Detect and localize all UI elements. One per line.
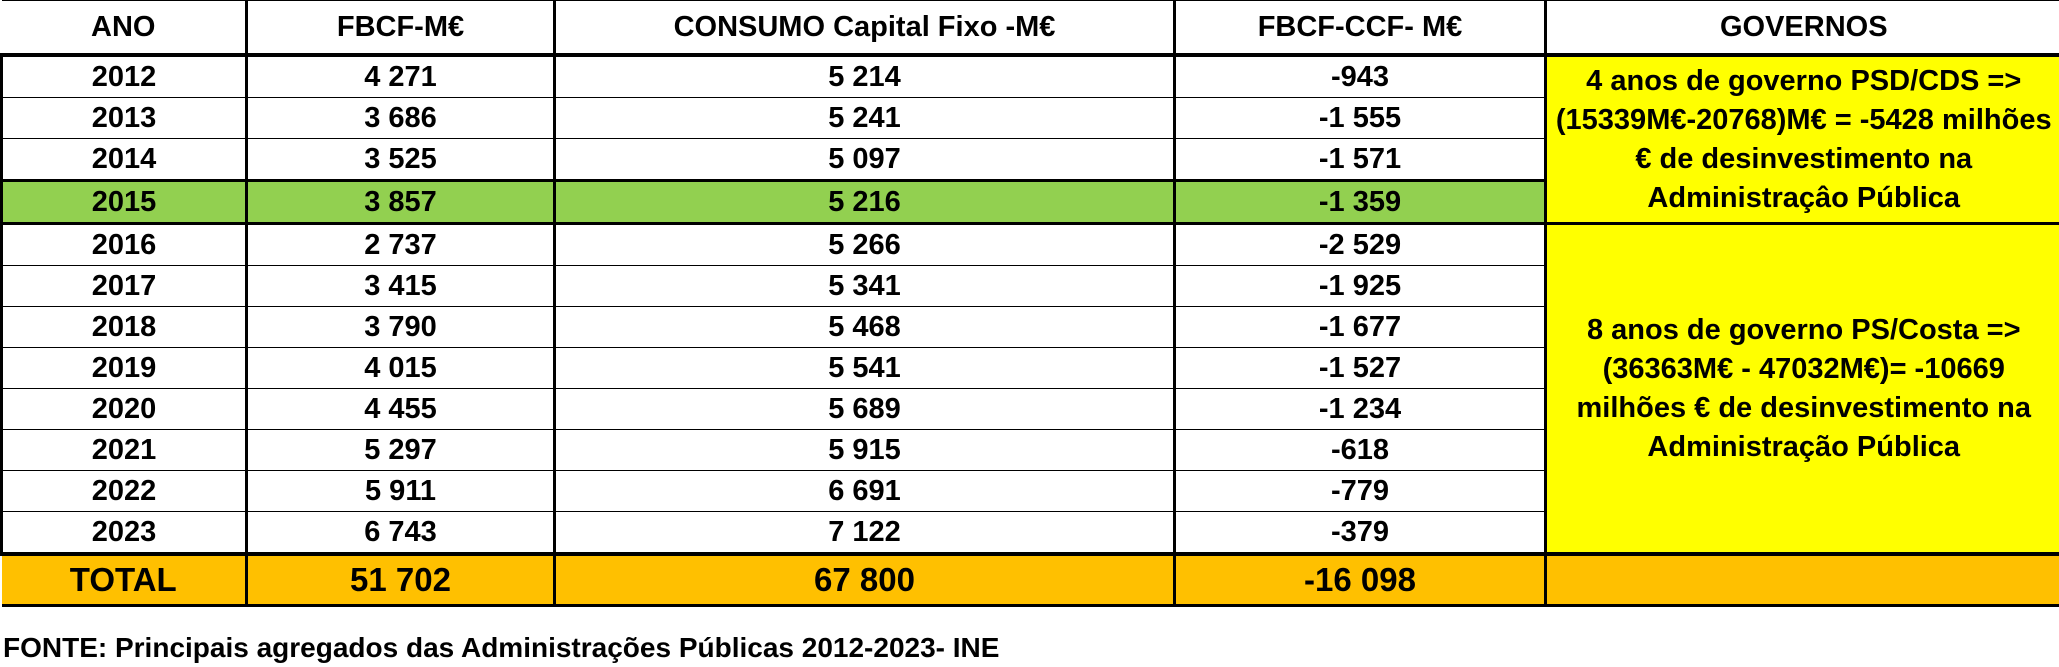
cell-consumo: 5 241 [553,97,1176,139]
cell-consumo: 5 266 [553,222,1176,266]
table-row: 2017 3 415 5 341 -1 925 [0,265,2059,307]
header-ano: ANO [1,0,248,57]
cell-ano: 2019 [0,347,248,389]
cell-fbcf: 3 790 [245,306,556,348]
cell-diff: -1 677 [1173,306,1547,348]
cell-ano: 2013 [0,97,248,139]
table-row: 2016 2 737 5 266 -2 529 8 anos de govern… [0,222,2059,555]
cell-diff: -943 [1173,54,1547,98]
cell-fbcf: 3 857 [245,179,556,225]
total-fbcf: 51 702 [245,552,556,607]
cell-ano: 2017 [0,265,248,307]
cell-fbcf: 6 743 [245,511,556,555]
cell-fbcf: 5 911 [245,470,556,512]
cell-ano: 2023 [0,511,248,555]
cell-ano: 2020 [0,388,248,430]
cell-fbcf: 4 455 [245,388,556,430]
cell-fbcf: 3 686 [245,97,556,139]
investment-table: ANO FBCF-M€ CONSUMO Capital Fixo -M€ FBC… [0,0,2059,607]
total-governos-empty [1544,552,2059,607]
cell-diff: -1 359 [1173,179,1547,225]
cell-fbcf: 3 415 [245,265,556,307]
table-row: 2022 5 911 6 691 -779 [0,470,2059,512]
cell-fbcf: 4 271 [245,54,556,98]
cell-ano: 2016 [0,222,248,266]
header-consumo: CONSUMO Capital Fixo -M€ [553,0,1176,57]
table-row: 2012 4 271 5 214 -943 4 anos de governo … [0,54,2059,224]
cell-consumo: 6 691 [553,470,1176,512]
cell-ano: 2021 [0,429,248,471]
cell-diff: -779 [1173,470,1547,512]
cell-diff: -1 571 [1173,138,1547,181]
table-row: 2020 4 455 5 689 -1 234 [0,388,2059,430]
cell-fbcf: 3 525 [245,138,556,181]
table-row: 2021 5 297 5 915 -618 [0,429,2059,471]
cell-diff: -1 555 [1173,97,1547,139]
cell-consumo: 5 468 [553,306,1176,348]
cell-diff: -618 [1173,429,1547,471]
cell-diff: -1 527 [1173,347,1547,389]
cell-ano: 2014 [0,138,248,181]
governos-psd-cds: 4 anos de governo PSD/CDS => (15339M€-20… [1545,54,2059,224]
cell-fbcf: 4 015 [245,347,556,389]
header-fbcf: FBCF-M€ [245,0,556,57]
cell-consumo: 5 541 [553,347,1176,389]
header-diff: FBCF-CCF- M€ [1173,0,1547,57]
total-row: TOTAL 51 702 67 800 -16 098 [1,552,2059,607]
cell-consumo: 7 122 [553,511,1176,555]
table-row: 2019 4 015 5 541 -1 527 [0,347,2059,389]
cell-consumo: 5 689 [553,388,1176,430]
governos-ps-costa: 8 anos de governo PS/Costa => (36363M€ -… [1545,222,2059,555]
cell-consumo: 5 216 [553,179,1176,225]
cell-diff: -1 925 [1173,265,1547,307]
cell-fbcf: 2 737 [245,222,556,266]
table-row: 2023 6 743 7 122 -379 [0,511,2059,555]
cell-fbcf: 5 297 [245,429,556,471]
header-row: ANO FBCF-M€ CONSUMO Capital Fixo -M€ FBC… [1,0,2059,57]
table-row: 2018 3 790 5 468 -1 677 [0,306,2059,348]
cell-ano: 2015 [0,179,248,225]
cell-consumo: 5 341 [553,265,1176,307]
cell-ano: 2022 [0,470,248,512]
cell-ano: 2018 [0,306,248,348]
source-note: FONTE: Principais agregados das Administ… [3,632,1000,663]
table-row-highlighted: 2015 3 857 5 216 -1 359 [0,179,2059,225]
total-consumo: 67 800 [553,552,1176,607]
total-diff: -16 098 [1173,552,1547,607]
cell-consumo: 5 915 [553,429,1176,471]
cell-diff: -2 529 [1173,222,1547,266]
cell-diff: -379 [1173,511,1547,555]
total-label: TOTAL [1,552,248,607]
cell-consumo: 5 214 [553,54,1176,98]
cell-ano: 2012 [0,54,248,98]
cell-consumo: 5 097 [553,138,1176,181]
header-governos: GOVERNOS [1544,0,2059,57]
cell-diff: -1 234 [1173,388,1547,430]
